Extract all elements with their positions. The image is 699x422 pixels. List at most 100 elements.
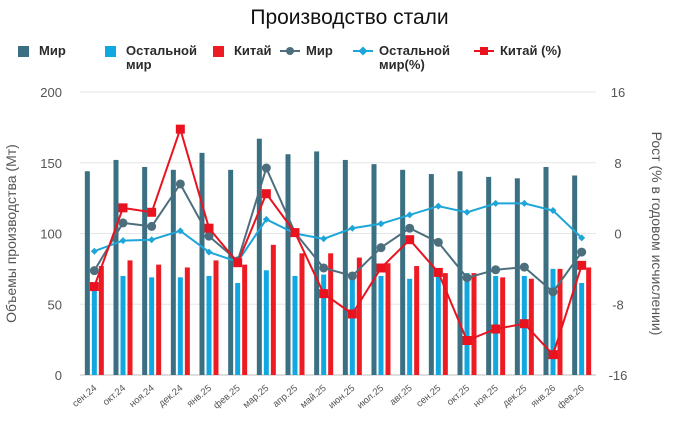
legend-label: Мир	[39, 43, 66, 58]
line-point	[549, 207, 557, 215]
legend-swatch	[105, 46, 116, 57]
bar	[471, 273, 477, 375]
line-point	[118, 218, 128, 228]
bar	[321, 274, 327, 375]
line-point	[147, 221, 157, 231]
chart-title: Производство стали	[250, 6, 449, 29]
y2-tick-label: 0	[614, 227, 621, 242]
x-tick-label: авг.25	[388, 383, 415, 408]
bar	[142, 166, 148, 375]
y-tick-label: 100	[40, 227, 62, 242]
x-tick-label: фев.25	[212, 383, 243, 412]
legend-item-world-line: Мир	[280, 44, 333, 58]
line-point	[233, 258, 243, 268]
x-tick-label: фев.26	[556, 383, 587, 412]
bar	[127, 260, 133, 375]
bar	[486, 176, 492, 375]
legend-item-world-bars: Мир	[18, 44, 66, 58]
y-axis-title: Объемы производства (Мт)	[3, 144, 19, 323]
bar	[428, 174, 434, 375]
line-point	[204, 223, 214, 233]
bar	[464, 273, 470, 375]
line-point	[147, 207, 157, 217]
x-tick-label: сен.24	[70, 383, 99, 410]
bar	[177, 277, 183, 375]
line-point	[376, 263, 386, 273]
line-point	[578, 234, 586, 242]
line-point	[405, 223, 415, 233]
line-point	[261, 189, 271, 199]
line-point	[577, 247, 587, 257]
series-line	[93, 202, 583, 263]
line-point	[406, 211, 414, 219]
bar	[228, 169, 234, 375]
line-point	[261, 163, 271, 173]
line-point	[90, 247, 98, 255]
bar	[572, 175, 578, 375]
series-line	[93, 125, 583, 357]
y-tick-label: 200	[40, 85, 62, 100]
line-point	[492, 199, 500, 207]
bar	[113, 159, 119, 375]
line-point	[348, 224, 356, 232]
legend-label: Мир	[306, 43, 333, 58]
line-point	[433, 267, 443, 277]
line-point	[376, 243, 386, 253]
x-tick-label: апр.25	[271, 383, 300, 410]
x-tick-label: июн.25	[327, 383, 358, 411]
bar	[328, 253, 334, 375]
line-point	[320, 235, 328, 243]
bar	[256, 138, 262, 375]
series-line	[93, 165, 583, 294]
y2-tick-label: -8	[612, 297, 624, 312]
x-tick-label: ноя.24	[127, 383, 156, 410]
bar	[557, 268, 563, 375]
bar	[586, 267, 592, 375]
line-point	[205, 248, 213, 256]
bar	[213, 260, 219, 375]
bar	[442, 273, 448, 375]
line-point	[434, 202, 442, 210]
line-point	[548, 287, 558, 297]
line-point	[462, 273, 472, 283]
line-point	[290, 228, 300, 238]
line-point	[118, 203, 128, 213]
bar	[242, 264, 248, 375]
legend-swatch	[213, 46, 224, 57]
legend-line-marker	[474, 44, 494, 58]
bar	[356, 257, 362, 375]
bar	[550, 268, 556, 375]
x-tick-label: сен.25	[414, 383, 443, 410]
bar	[199, 152, 205, 375]
line-point	[148, 236, 156, 244]
legend-label: Остальной мир	[126, 43, 197, 72]
bar	[543, 166, 549, 375]
line-point	[519, 319, 529, 329]
legend-line-marker	[353, 44, 373, 58]
x-tick-label: дек.25	[501, 383, 530, 410]
bar	[98, 266, 104, 375]
bar	[206, 275, 212, 375]
bar	[528, 278, 534, 375]
line-point	[175, 124, 185, 134]
line-point	[462, 336, 472, 346]
x-tick-label: окт.24	[101, 383, 128, 408]
bar	[235, 283, 241, 375]
line-point	[548, 350, 558, 360]
line-point	[347, 271, 357, 281]
line-point	[319, 289, 329, 299]
bar	[414, 266, 420, 375]
bar	[270, 244, 276, 375]
y2-axis-title: Рост (% в годовом исчислении)	[649, 132, 665, 336]
bar	[579, 283, 585, 375]
legend-item-rest-world-bars: Остальной мир	[105, 43, 197, 72]
bar	[149, 277, 155, 375]
bar	[120, 275, 126, 375]
bar	[342, 159, 348, 375]
bar	[91, 284, 97, 375]
line-point	[520, 199, 528, 207]
x-tick-label: мар.25	[241, 383, 271, 411]
legend: Мир Остальной мир Китай Мир Остальной ми…	[18, 44, 688, 84]
legend-item-china-bars: Китай	[213, 44, 272, 58]
y-tick-label: 150	[40, 156, 62, 171]
